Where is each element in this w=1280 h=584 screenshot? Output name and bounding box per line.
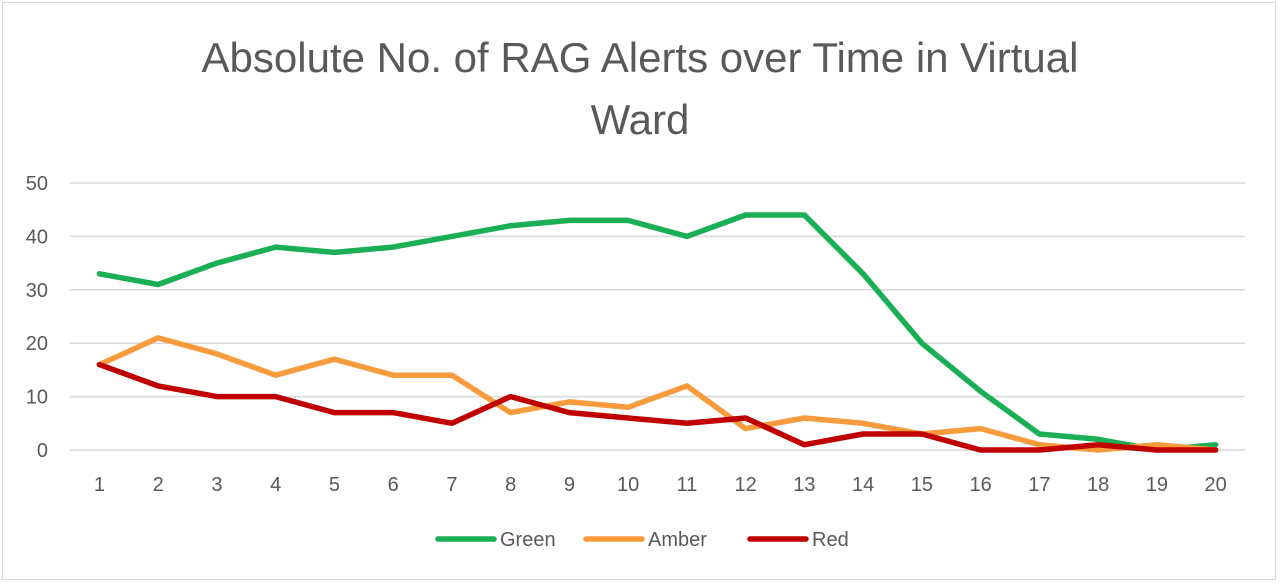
chart-title-line-2: Ward — [591, 96, 690, 143]
x-tick-label: 14 — [852, 474, 874, 496]
legend-item-red: Red — [747, 529, 849, 551]
gridlines — [70, 182, 1245, 451]
y-tick-label: 50 — [26, 173, 48, 195]
x-tick-label: 20 — [1205, 474, 1227, 496]
x-axis-ticks: 1 2 3 4 5 6 7 8 9 10 11 12 13 14 15 16 17 18 19 20 — [94, 474, 1227, 496]
x-tick-label: 1 — [94, 474, 105, 496]
x-tick-label: 18 — [1087, 474, 1109, 496]
series-lines — [96, 212, 1219, 453]
x-tick-label: 15 — [911, 474, 933, 496]
x-tick-label: 13 — [793, 474, 815, 496]
y-tick-label: 40 — [26, 226, 48, 248]
y-tick-label: 10 — [26, 387, 48, 409]
y-tick-label: 0 — [37, 440, 48, 462]
x-tick-label: 8 — [505, 474, 516, 496]
x-tick-label: 7 — [446, 474, 457, 496]
x-tick-label: 5 — [329, 474, 340, 496]
x-tick-label: 2 — [153, 474, 164, 496]
y-tick-label: 30 — [26, 280, 48, 302]
x-tick-label: 19 — [1146, 474, 1168, 496]
x-tick-label: 4 — [270, 474, 281, 496]
x-tick-label: 17 — [1028, 474, 1050, 496]
series-line-green — [96, 212, 1219, 453]
legend-label: Green — [500, 529, 556, 551]
x-tick-label: 6 — [388, 474, 399, 496]
legend-item-green: Green — [435, 529, 556, 551]
x-tick-label: 3 — [211, 474, 222, 496]
x-tick-label: 10 — [617, 474, 639, 496]
chart-title-line-1: Absolute No. of RAG Alerts over Time in … — [202, 34, 1079, 81]
legend-item-amber: Amber — [583, 529, 707, 551]
legend-label: Red — [812, 529, 849, 551]
x-tick-label: 16 — [970, 474, 992, 496]
y-tick-label: 20 — [26, 333, 48, 355]
x-tick-label: 9 — [564, 474, 575, 496]
legend-label: Amber — [648, 529, 707, 551]
x-tick-label: 12 — [735, 474, 757, 496]
legend: Green Amber Red — [435, 529, 849, 551]
x-tick-label: 11 — [676, 474, 697, 496]
series-line-amber — [96, 335, 1219, 453]
series-line-red — [96, 361, 1219, 453]
y-axis-ticks: 0 10 20 30 40 50 — [26, 173, 48, 462]
